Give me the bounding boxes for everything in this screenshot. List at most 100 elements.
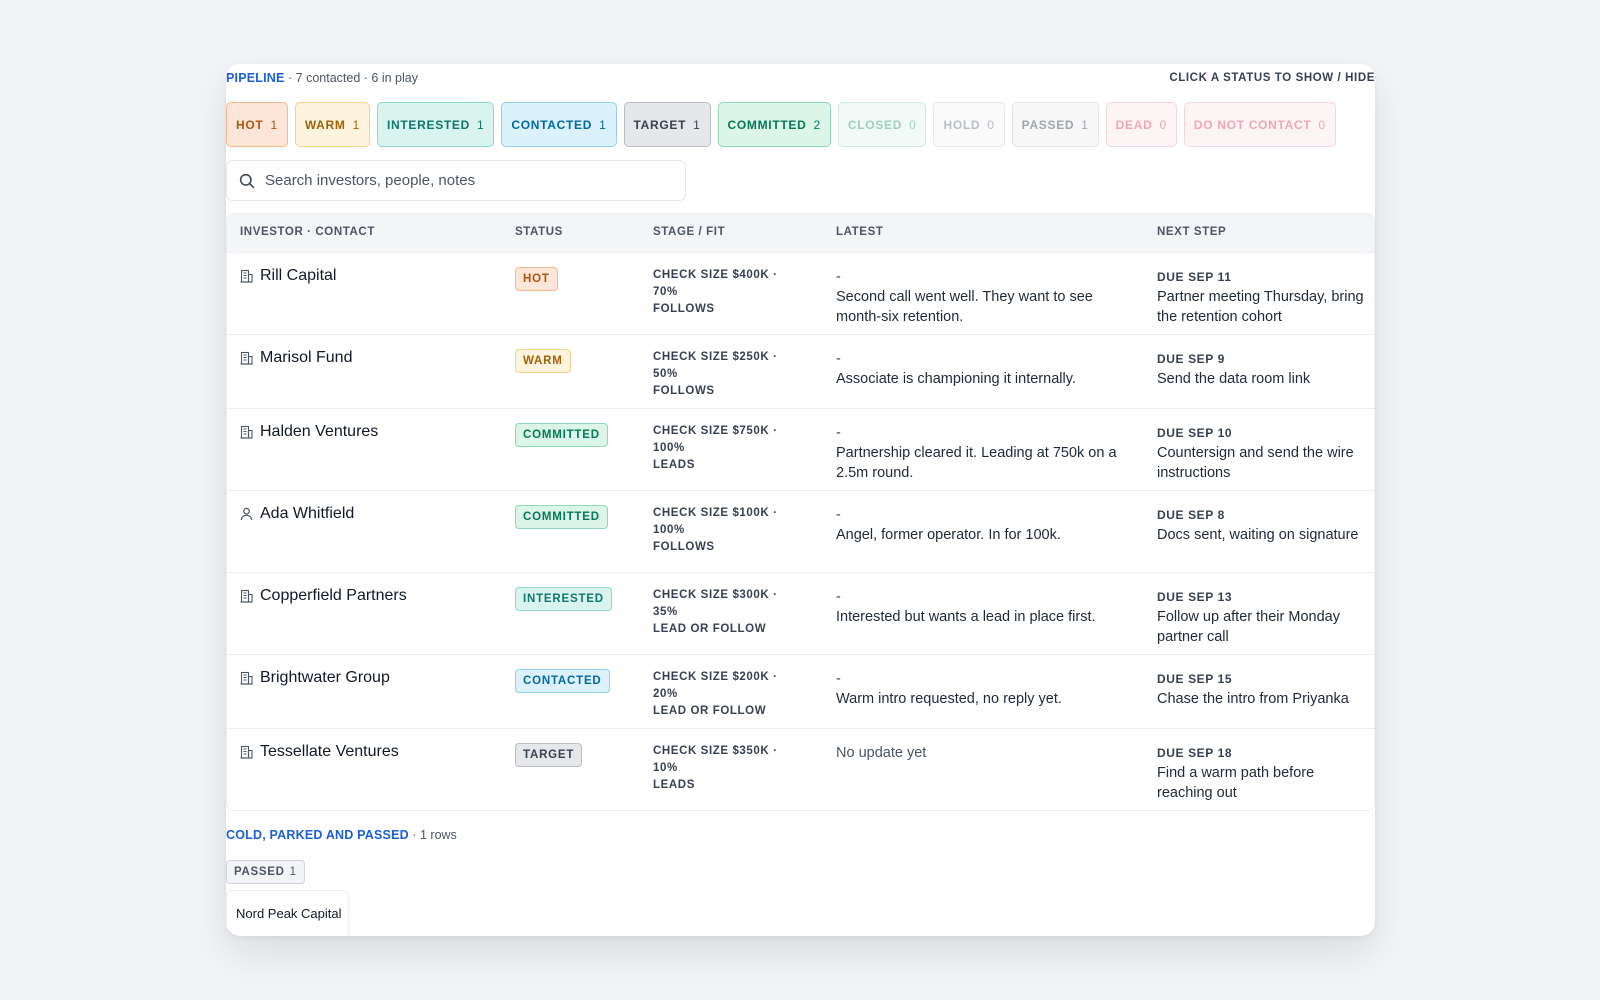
latest-cell: - Angel, former operator. In for 100k. [836, 505, 1136, 545]
status-chip-label: DEAD [1115, 117, 1153, 132]
check-size: CHECK SIZE $400K · [653, 269, 778, 281]
investor-cell[interactable]: Rill Capital [240, 267, 336, 285]
status-chip-count: 1 [477, 117, 485, 132]
status-chip-contacted[interactable]: CONTACTED 1 [501, 102, 617, 147]
status-chip-dead[interactable]: DEAD 0 [1105, 102, 1177, 147]
lead-follow: LEADS [653, 779, 695, 791]
check-size: CHECK SIZE $300K · [653, 589, 778, 601]
investor-cell[interactable]: Ada Whitfield [240, 505, 354, 523]
column-latest[interactable]: LATEST [836, 226, 884, 238]
investor-name: Brightwater Group [260, 669, 390, 686]
status-chip-label: TARGET [633, 117, 687, 132]
lead-follow: LEADS [653, 459, 695, 471]
table-row[interactable]: Tessellate Ventures TARGET CHECK SIZE $350… [227, 728, 1374, 810]
table-row[interactable]: Rill Capital HOT CHECK SIZE $400K · 70% FOLL… [227, 252, 1374, 334]
table-row[interactable]: Marisol Fund WARM CHECK SIZE $250K · 50% FOL… [227, 334, 1374, 408]
investor-cell[interactable]: Marisol Fund [240, 349, 352, 367]
status-chip-warm[interactable]: WARM 1 [294, 102, 370, 147]
status-chip-do-not-contact[interactable]: DO NOT CONTACT 0 [1183, 102, 1336, 147]
check-size: CHECK SIZE $750K · [653, 425, 778, 437]
investor-name: Copperfield Partners [260, 587, 407, 604]
status-chip-closed[interactable]: CLOSED 0 [837, 102, 927, 147]
investor-name: Halden Ventures [260, 423, 379, 440]
latest-note: Angel, former operator. In for 100k. [836, 527, 1061, 543]
column-stage[interactable]: STAGE / FIT [653, 226, 726, 238]
status-chip-label: INTERESTED [386, 117, 470, 132]
due-date: DUE SEP 11 [1157, 270, 1232, 284]
search-input[interactable] [265, 172, 665, 189]
pipeline-title: PIPELINE [226, 71, 285, 85]
next-step-text: Countersign and send the wire instructio… [1157, 445, 1354, 481]
due-date: DUE SEP 10 [1157, 426, 1233, 440]
table-row[interactable]: Brightwater Group CONTACTED CHECK SIZE $20… [227, 654, 1374, 728]
column-next-step[interactable]: NEXT STEP [1157, 226, 1227, 238]
fit-percent: 50% [653, 367, 678, 380]
next-step-text: Find a warm path before reaching out [1157, 765, 1315, 801]
fit-percent: 10% [653, 761, 678, 774]
next-step-cell: DUE SEP 11 Partner meeting Thursday, brin… [1157, 267, 1369, 327]
status-chip-count: 1 [1081, 117, 1089, 132]
check-size: CHECK SIZE $250K · [653, 351, 778, 363]
status-badge[interactable]: TARGET [515, 743, 583, 767]
stage-fit-cell: CHECK SIZE $200K · 20% LEAD OR FOLLOW [653, 669, 803, 720]
status-chip-label: CLOSED [847, 117, 903, 132]
next-step-cell: DUE SEP 10 Countersign and send the wire … [1157, 423, 1369, 483]
investor-cell[interactable]: Halden Ventures [240, 423, 378, 441]
fit-percent: 100% [653, 523, 685, 536]
next-step-cell: DUE SEP 9 Send the data room link [1157, 349, 1369, 389]
status-chip-count: 0 [909, 117, 917, 132]
status-cell: CONTACTED [515, 669, 610, 693]
status-chip-interested[interactable]: INTERESTED 1 [376, 102, 495, 147]
status-chip-count: 1 [352, 117, 360, 132]
fit-percent: 70% [653, 285, 678, 298]
latest-cell: - Second call went well. They want to see… [836, 267, 1136, 327]
investor-cell[interactable]: Brightwater Group [240, 669, 390, 687]
status-chip-count: 2 [813, 117, 821, 132]
table-body: Rill Capital HOT CHECK SIZE $400K · 70% FOLL… [227, 252, 1374, 810]
status-chip-label: WARM [304, 117, 346, 132]
column-investor[interactable]: INVESTOR · CONTACT [240, 226, 375, 238]
fit-percent: 35% [653, 605, 678, 618]
building-icon [240, 671, 253, 685]
status-badge[interactable]: HOT [515, 267, 558, 291]
next-step-text: Send the data room link [1157, 371, 1311, 387]
status-filter-chips: HOT 1 WARM 1 INTERESTED 1 CONTACTED 1 TARGET 1 COM… [226, 102, 1336, 147]
status-cell: COMMITTED [515, 423, 608, 447]
status-chip-target[interactable]: TARGET 1 [623, 102, 711, 147]
status-badge[interactable]: COMMITTED [515, 423, 608, 447]
investor-cell[interactable]: Tessellate Ventures [240, 743, 399, 761]
status-cell: WARM [515, 349, 571, 373]
table-row[interactable]: Ada Whitfield COMMITTED CHECK SIZE $100K ·… [227, 490, 1374, 572]
investor-name: Tessellate Ventures [260, 743, 399, 760]
status-chip-hold[interactable]: HOLD 0 [933, 102, 1005, 147]
status-chip-passed[interactable]: PASSED 1 [1011, 102, 1099, 147]
status-badge[interactable]: INTERESTED [515, 587, 612, 611]
investor-cell[interactable]: Copperfield Partners [240, 587, 407, 605]
status-badge[interactable]: COMMITTED [515, 505, 608, 529]
latest-note: Partnership cleared it. Leading at 750k … [836, 445, 1117, 481]
latest-note: Associate is championing it internally. [836, 371, 1076, 387]
lead-follow: LEAD OR FOLLOW [653, 705, 767, 717]
parked-investor-card[interactable]: Nord Peak Capital [226, 890, 349, 936]
stage-fit-cell: CHECK SIZE $750K · 100% LEADS [653, 423, 803, 474]
status-chip-count: 1 [270, 117, 278, 132]
table-row[interactable]: Halden Ventures COMMITTED CHECK SIZE $750K… [227, 408, 1374, 490]
status-chip-committed[interactable]: COMMITTED 2 [717, 102, 831, 147]
status-chip-count: 1 [599, 117, 607, 132]
next-step-cell: DUE SEP 13 Follow up after their Monday p… [1157, 587, 1369, 647]
passed-group-chip[interactable]: PASSED 1 [226, 860, 305, 884]
building-icon [240, 269, 253, 283]
table-row[interactable]: Copperfield Partners INTERESTED CHECK SIZE… [227, 572, 1374, 654]
passed-group-count: 1 [289, 866, 297, 878]
search-box[interactable] [226, 160, 686, 201]
pipeline-header: PIPELINE · 7 contacted · 6 in play CLICK… [226, 70, 1375, 86]
latest-marker: - [836, 269, 841, 285]
column-status[interactable]: STATUS [515, 226, 563, 238]
status-badge[interactable]: CONTACTED [515, 669, 610, 693]
latest-cell: - Partnership cleared it. Leading at 750k… [836, 423, 1136, 483]
status-chip-hot[interactable]: HOT 1 [226, 102, 288, 147]
person-icon [240, 507, 253, 521]
status-badge[interactable]: WARM [515, 349, 571, 373]
investor-name: Ada Whitfield [260, 505, 355, 522]
latest-marker: - [836, 671, 841, 687]
